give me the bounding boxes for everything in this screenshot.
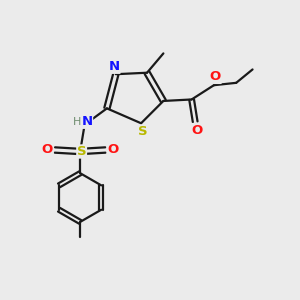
- Text: O: O: [210, 70, 221, 83]
- Text: O: O: [191, 124, 202, 136]
- Text: S: S: [138, 125, 147, 138]
- Text: H: H: [73, 117, 81, 127]
- Text: N: N: [109, 60, 120, 73]
- Text: S: S: [77, 145, 86, 158]
- Text: O: O: [107, 142, 118, 156]
- Text: O: O: [42, 142, 53, 156]
- Text: N: N: [81, 115, 93, 128]
